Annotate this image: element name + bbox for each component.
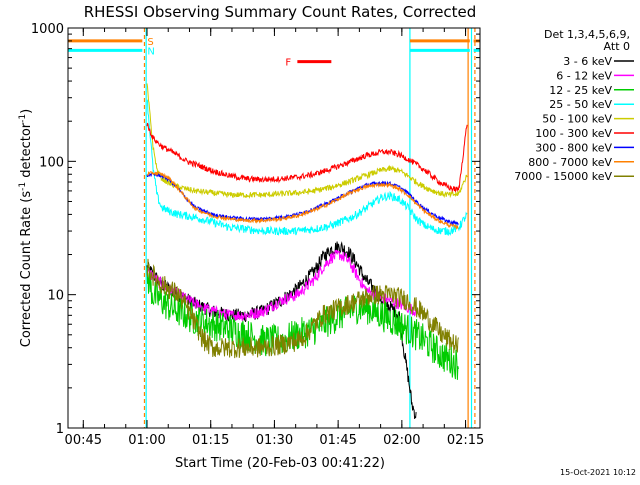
y-axis-label: Corrected Count Rate (s-1 detector-1) [18, 109, 34, 347]
legend-header-detectors: Det 1,3,4,5,6,9, [544, 28, 630, 41]
x-axis-label: Start Time (20-Feb-03 00:41:22) [175, 456, 385, 471]
legend-label-7: 800 - 7000 keV [528, 156, 612, 169]
series-line-7000-15000-kev [146, 258, 459, 359]
y-tick-label-2: 100 [39, 155, 64, 170]
flag-label-n: N [147, 46, 154, 57]
chart-title: RHESSI Observing Summary Count Rates, Co… [84, 3, 477, 21]
x-tick-label-1: 01:00 [128, 433, 165, 448]
x-tick-label-4: 01:45 [319, 433, 356, 448]
x-tick-label-5: 02:00 [383, 433, 420, 448]
flag-label-s: S [147, 37, 153, 48]
series-line-25-50-kev [146, 99, 468, 237]
y-tick-label-3: 1000 [31, 22, 64, 37]
series-line-800-7000-kev [146, 170, 459, 230]
x-tick-label-2: 01:15 [192, 433, 229, 448]
legend-label-2: 12 - 25 keV [549, 84, 612, 97]
legend-label-8: 7000 - 15000 keV [514, 170, 612, 183]
plot-area [143, 28, 476, 428]
timestamp: 15-Oct-2021 10:12 [560, 468, 636, 477]
flag-bars: SN F [68, 37, 480, 69]
axes: 00:45 01:00 01:15 01:30 01:45 02:00 02:15 1 10 10… [31, 22, 484, 448]
series-line-50-100-kev [146, 83, 468, 199]
x-tick-label-3: 01:30 [256, 433, 293, 448]
y-tick-label-1: 10 [47, 289, 64, 304]
x-tick-label-0: 00:45 [65, 433, 102, 448]
legend-header-attenuator: Att 0 [604, 40, 630, 53]
series-line-100-300-kev [146, 122, 468, 193]
legend-label-5: 100 - 300 keV [535, 127, 612, 140]
x-tick-label-6: 02:15 [447, 433, 484, 448]
flag-label-f: F [285, 58, 291, 69]
y-tick-label-0: 1 [56, 422, 64, 437]
series-line-12-25-kev [146, 267, 459, 380]
legend-label-1: 6 - 12 keV [556, 69, 612, 82]
legend-label-3: 25 - 50 keV [549, 98, 612, 111]
legend-label-4: 50 - 100 keV [542, 113, 612, 126]
legend-label-0: 3 - 6 keV [563, 55, 612, 68]
legend-label-6: 300 - 800 keV [535, 141, 612, 154]
